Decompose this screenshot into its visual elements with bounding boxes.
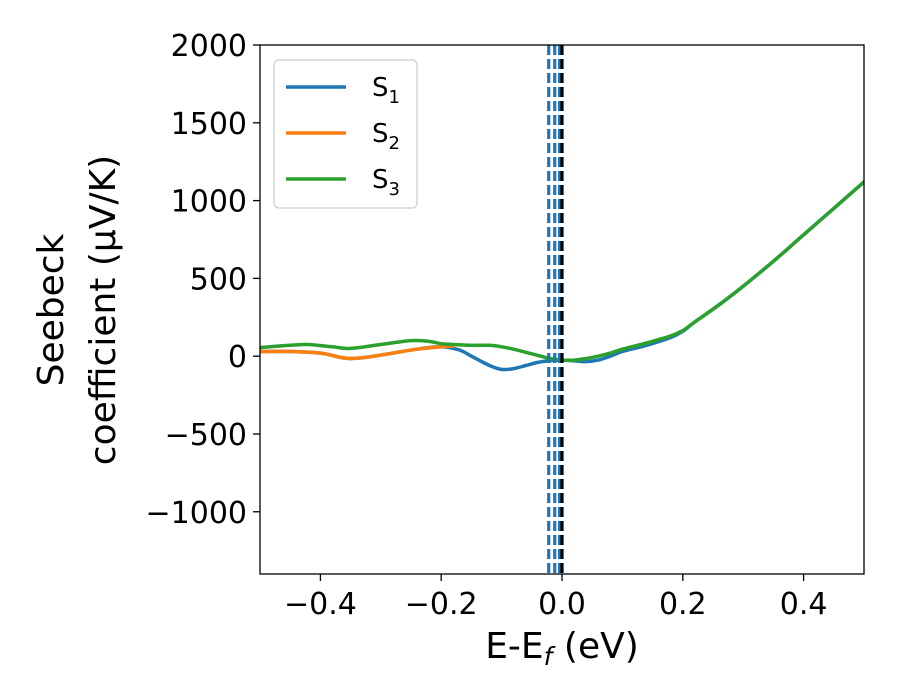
legend-label-s3: S3 — [372, 165, 400, 200]
axes: −0.4 −0.2 0.0 0.2 0.4 −1000 −500 0 500 1000 1500 20… — [146, 29, 828, 622]
plot-area — [260, 45, 864, 574]
x-tick-label: −0.2 — [405, 587, 478, 622]
y-tick-label: 2000 — [171, 29, 247, 64]
y-tick-label: 0 — [228, 340, 247, 375]
legend-label-s2: S2 — [372, 119, 400, 154]
x-axis-label-tail: (eV) — [552, 626, 638, 667]
y-tick-label: 500 — [190, 262, 247, 297]
y-tick-label: 1000 — [171, 185, 247, 220]
x-axis-label-main: E-E — [485, 626, 543, 667]
series-line-s2 — [260, 344, 456, 361]
x-axis-label: E-Ef (eV) — [485, 626, 639, 671]
x-tick-label: 0.4 — [780, 587, 828, 622]
x-tick-label: 0.0 — [538, 587, 586, 622]
y-tick-label: −500 — [165, 418, 247, 453]
legend: S1 S2 S3 — [273, 59, 418, 209]
y-axis-label-line2: coefficient (μV/K) — [83, 155, 124, 465]
y-axis-label-line1: Seebeck — [31, 233, 72, 386]
x-tick-label: 0.2 — [659, 587, 707, 622]
x-tick-label: −0.4 — [284, 587, 357, 622]
legend-label-s1: S1 — [372, 73, 400, 108]
y-tick-label: −1000 — [146, 496, 247, 531]
y-axis-label: Seebeck coefficient (μV/K) — [31, 155, 124, 465]
y-tick-label: 1500 — [171, 107, 247, 142]
